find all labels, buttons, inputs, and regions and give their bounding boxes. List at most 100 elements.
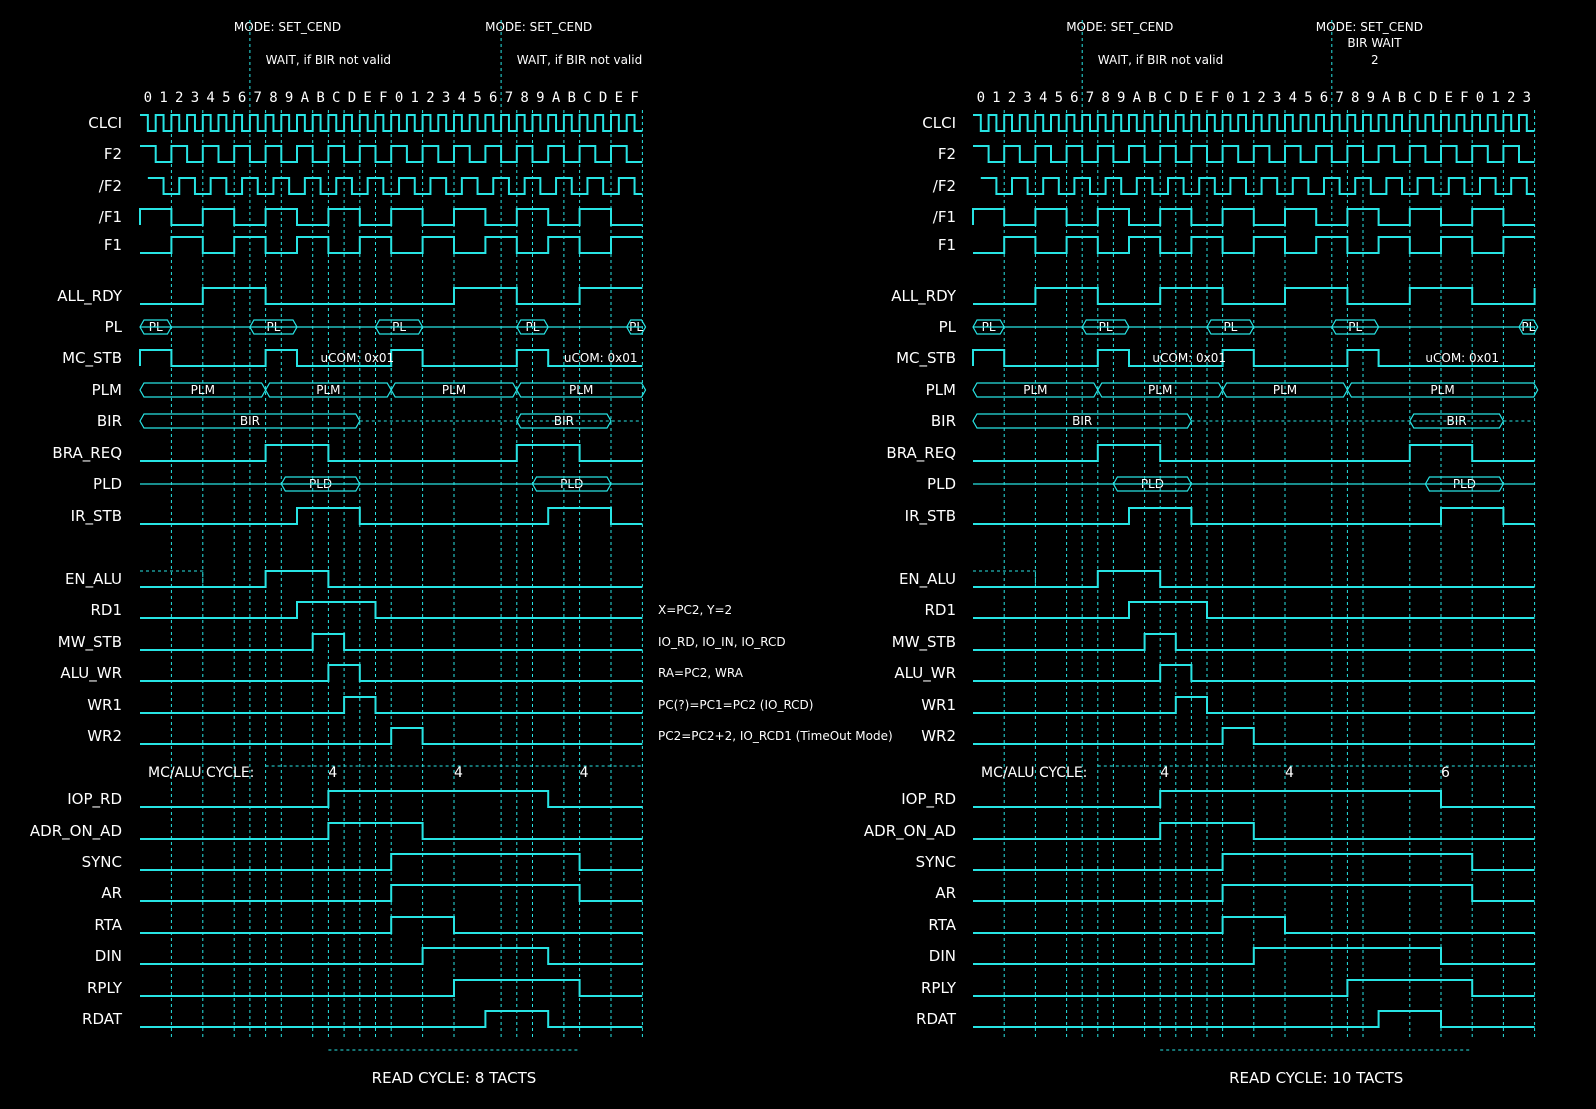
wave-allrdy: [973, 287, 1536, 305]
signal-label: ADR_ON_AD: [30, 822, 122, 841]
signal-label: ADR_ON_AD: [864, 822, 956, 841]
wave-irstb: [973, 507, 1535, 525]
cycle-value: 4: [454, 765, 463, 781]
en-alu-dashed: [140, 570, 204, 587]
tick-label: 9: [536, 90, 544, 106]
cycle-value: 4: [1285, 765, 1294, 781]
tick-label: 1: [411, 90, 419, 106]
tick-label: 3: [1273, 90, 1281, 106]
tick-label: 6: [489, 90, 497, 106]
signal-label: ALU_WR: [894, 664, 956, 683]
bus-label: BIR: [1072, 414, 1092, 428]
tick-label: B: [1148, 90, 1156, 106]
read-cycle-caption: READ CYCLE: 8 TACTS: [372, 1069, 537, 1087]
tick-label: 0: [395, 90, 403, 106]
ucom-label: uCOM: 0x01: [321, 351, 395, 365]
signal-label: PL: [939, 318, 957, 336]
tick-label: 3: [442, 90, 450, 106]
tick-label: D: [1179, 90, 1187, 106]
signal-label: WR1: [87, 696, 122, 714]
bus-pl: [1518, 319, 1539, 335]
signal-label: WR2: [87, 727, 122, 745]
signal-label: AR: [101, 884, 122, 902]
signal-label: PLD: [93, 475, 122, 493]
tick-label: 0: [1226, 90, 1234, 106]
tick-label: 4: [458, 90, 466, 106]
bus-label: BIR: [240, 414, 260, 428]
tick-label: 6: [238, 90, 246, 106]
tick-label: 1: [1491, 90, 1499, 106]
tick-label: 8: [1101, 90, 1109, 106]
ucom-label: uCOM: 0x01: [564, 351, 638, 365]
signal-label: MC_STB: [62, 349, 122, 368]
operation-annotation: X=PC2, Y=2: [658, 603, 732, 617]
wave-rd1: [140, 601, 643, 619]
tick-label: 7: [505, 90, 513, 106]
tick-label: 5: [1304, 90, 1312, 106]
wave-brareq: [973, 444, 1535, 462]
wave-din: [973, 947, 1535, 965]
tick-label: 3: [191, 90, 199, 106]
bus-label: PLM: [569, 383, 593, 397]
wave-irstb: [140, 507, 643, 525]
tick-label: 1: [992, 90, 1000, 106]
clci-wave: [973, 114, 1535, 132]
signal-label: F2: [938, 145, 956, 163]
tick-label: A: [301, 90, 310, 106]
nf2-wave: [147, 177, 643, 195]
tick-label: 2: [1008, 90, 1016, 106]
signal-label: /F1: [933, 208, 956, 226]
signal-label: F1: [938, 236, 956, 254]
wave-adronad: [140, 822, 643, 840]
tick-label: F: [630, 90, 638, 106]
tick-label: C: [332, 90, 340, 106]
wave-mcstb: [139, 349, 643, 367]
f2-wave: [140, 145, 643, 163]
tick-label: 6: [1320, 90, 1328, 106]
signal-label: IR_STB: [905, 507, 956, 526]
bus-plm: [516, 382, 647, 398]
signal-label: /F2: [99, 177, 122, 195]
top-label: WAIT, if BIR not valid: [1098, 53, 1223, 67]
tick-label: C: [1164, 90, 1172, 106]
tick-label: 0: [1476, 90, 1484, 106]
signal-label: ALU_WR: [60, 664, 122, 683]
wave-mwstb: [973, 633, 1535, 651]
top-label: MODE: SET_CEND: [234, 20, 341, 34]
tick-label: 8: [1351, 90, 1359, 106]
signal-label: PLM: [926, 381, 956, 399]
signal-label: ALL_RDY: [57, 287, 123, 306]
wave-rd1: [973, 601, 1535, 619]
signal-label: IOP_RD: [67, 790, 122, 809]
tick-label: A: [1133, 90, 1142, 106]
tick-label: 8: [520, 90, 528, 106]
top-label: WAIT, if BIR not valid: [517, 53, 642, 67]
tick-label: 1: [1242, 90, 1250, 106]
wave-ar: [973, 884, 1535, 902]
signal-label: BRA_REQ: [52, 444, 122, 463]
signal-label: AR: [935, 884, 956, 902]
clci-wave: [140, 114, 643, 132]
signal-label: PLM: [92, 381, 122, 399]
nf2-wave: [980, 177, 1535, 195]
signal-label: IOP_RD: [901, 790, 956, 809]
signal-label: RPLY: [87, 979, 123, 997]
top-label: MODE: SET_CEND: [485, 20, 592, 34]
wave-enalu: [973, 570, 1535, 588]
signal-label: MW_STB: [58, 633, 122, 652]
wave-aluwr: [973, 664, 1535, 682]
wave-mcstb: [972, 349, 1535, 367]
signal-label: F1: [104, 236, 122, 254]
tick-label: 2: [1507, 90, 1515, 106]
signal-label: DIN: [95, 947, 122, 965]
bus-label: PLM: [1023, 383, 1047, 397]
cycle-label: MC/ALU CYCLE:: [981, 765, 1087, 781]
tick-label: E: [615, 90, 623, 106]
wave-ar: [140, 884, 643, 902]
wave-f1: [139, 208, 643, 226]
wave-din: [140, 947, 643, 965]
signal-label: PL: [105, 318, 123, 336]
cycle-value: 4: [580, 765, 589, 781]
